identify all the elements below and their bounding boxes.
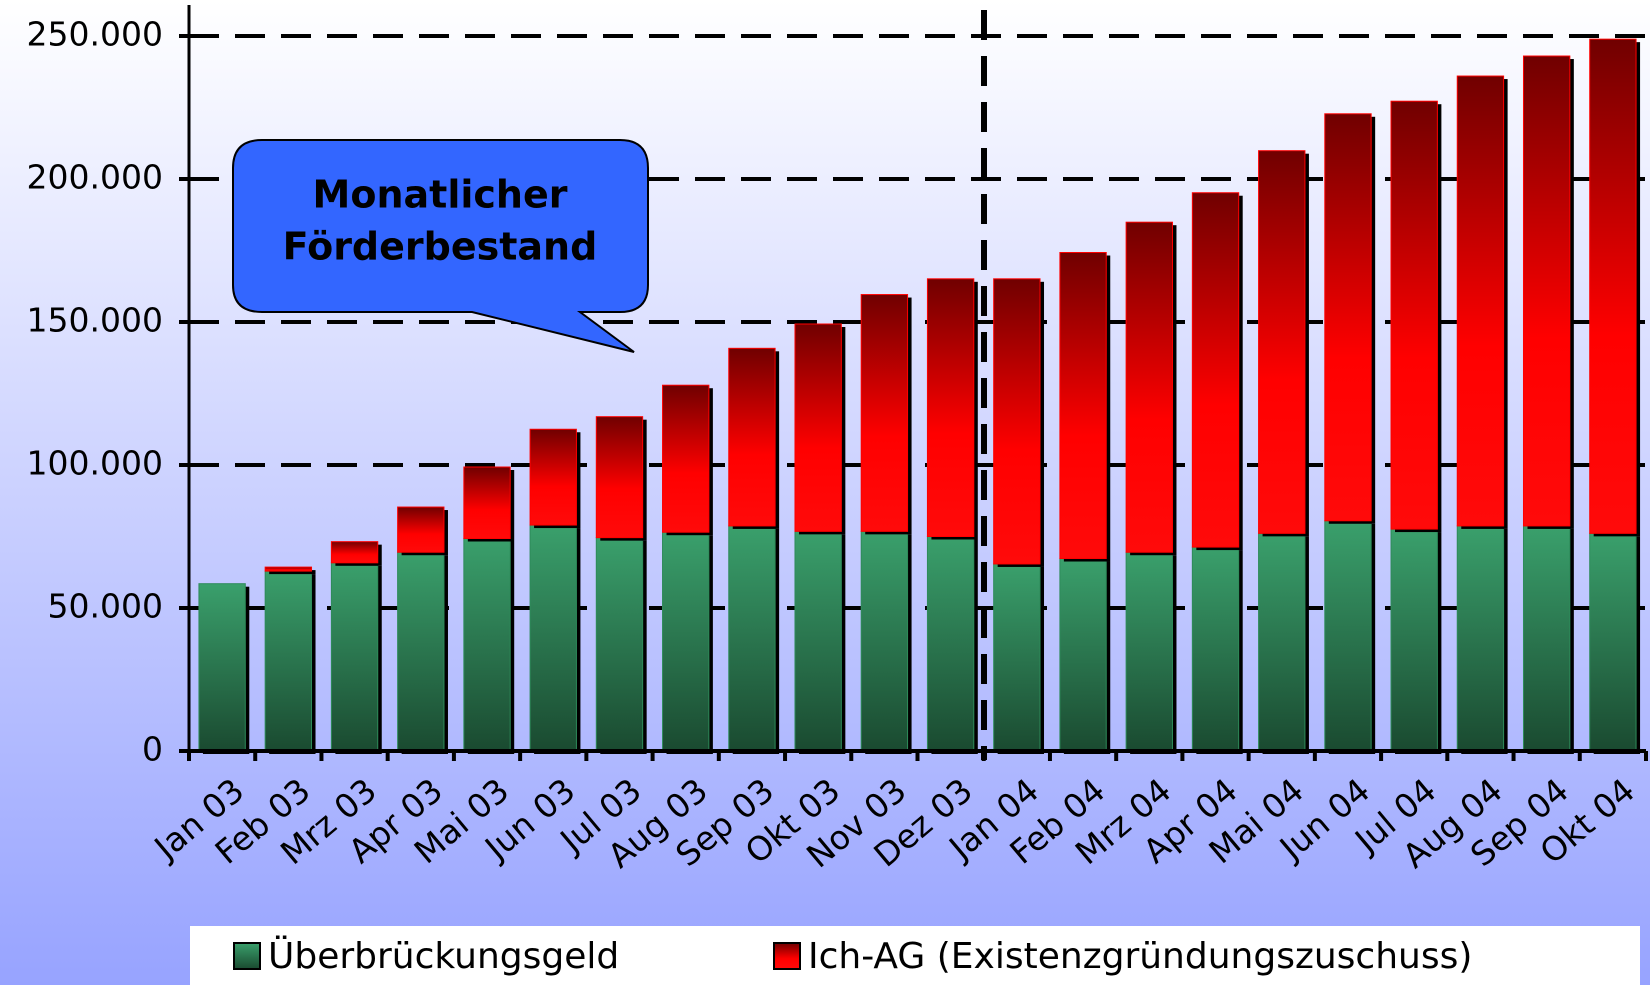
y-tick-label: 50.000 [48,587,163,626]
legend-label: Überbrückungsgeld [268,935,619,977]
y-tick-label: 250.000 [27,15,163,54]
bar [1589,38,1637,534]
bar [662,384,710,533]
bars [198,38,1641,754]
bar [794,323,842,532]
bar [330,541,379,564]
bar [794,530,842,752]
legend-swatch [233,942,261,970]
callout: Monatlicher Förderbestand [232,139,649,353]
legend: Überbrückungsgeld Ich-AG (Existenzgründun… [233,935,1472,977]
bar [1324,520,1372,752]
bar [1324,113,1372,522]
y-tick-label: 0 [142,730,163,769]
bar [1390,100,1438,530]
bar [993,278,1041,565]
bar [264,570,313,752]
bar [198,583,246,752]
bar [860,530,909,752]
legend-box [190,926,1640,985]
callout-text: Monatlicher [313,173,568,217]
bar [463,466,511,540]
bar [1456,75,1505,527]
bar [1522,525,1571,752]
callout-text: Förderbestand [283,225,598,269]
bar [926,278,975,537]
callout-bubble [232,139,649,353]
bar [728,347,776,527]
bar [926,536,975,752]
bar [529,428,577,526]
bar [397,506,445,553]
legend-swatch [773,942,801,970]
bar [595,537,644,752]
bar [264,566,313,572]
bar [993,563,1041,752]
bar [1390,528,1438,752]
y-tick-label: 100.000 [27,444,163,483]
bar [463,538,511,752]
bar [1258,532,1306,752]
bar [1191,192,1240,548]
bar [1589,532,1637,752]
bar [1125,551,1173,752]
y-tick-label: 150.000 [27,301,163,340]
bar [529,524,577,752]
bar [1456,525,1505,752]
bar-shadow [269,570,316,575]
bar [662,531,710,752]
bar [1125,221,1173,553]
bar [330,562,379,752]
bar [1522,55,1571,527]
bar [397,551,445,752]
bar [1059,558,1107,752]
bar [1191,546,1240,752]
bar [1258,150,1306,534]
bar [860,294,909,532]
bar [1059,252,1107,560]
legend-label: Ich-AG (Existenzgründungszuschuss) [808,936,1472,977]
bar [728,525,776,752]
bar [595,416,644,539]
y-tick-label: 200.000 [27,158,163,197]
